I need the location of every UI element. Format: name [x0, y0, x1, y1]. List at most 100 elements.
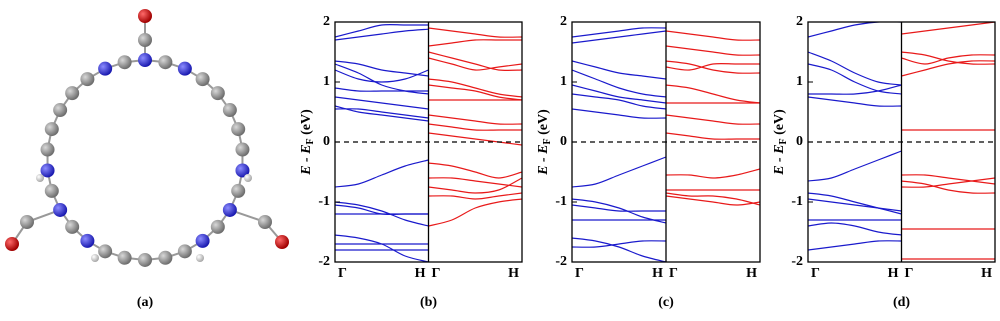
band-line — [572, 156, 667, 188]
band-line — [665, 114, 760, 125]
band-line — [808, 84, 902, 95]
atom-c — [158, 55, 173, 70]
atom-c — [98, 244, 113, 259]
band-line — [572, 60, 667, 80]
band-line — [335, 234, 429, 262]
y-tick-label: -1 — [555, 194, 567, 209]
band-line — [808, 51, 902, 86]
x-tick-label: Γ — [432, 266, 441, 281]
band-line — [428, 51, 522, 72]
y-axis-label-part: F — [305, 138, 316, 144]
x-tick-label: H — [746, 266, 757, 281]
band-line — [335, 69, 429, 83]
atom-o — [275, 235, 289, 249]
band-line — [335, 28, 429, 41]
band-line — [901, 22, 995, 35]
band-line — [808, 192, 902, 215]
atom-n — [80, 233, 95, 248]
y-tick-label: -2 — [791, 254, 803, 269]
band-line — [335, 23, 429, 38]
band-line — [572, 198, 667, 224]
y-tick-label: -2 — [555, 254, 567, 269]
band-line — [901, 177, 995, 188]
atom-c — [80, 72, 95, 87]
band-line — [428, 177, 522, 194]
band-line — [901, 54, 995, 65]
y-axis-label-part: E - E — [536, 144, 551, 175]
y-tick-label: 2 — [323, 14, 330, 29]
atom-n — [235, 163, 250, 178]
band-line — [335, 60, 429, 77]
y-tick-label: -1 — [318, 194, 330, 209]
band-line — [572, 69, 667, 98]
y-axis-label-part: F — [542, 138, 553, 144]
band-line — [428, 192, 522, 200]
atom-c — [210, 219, 225, 234]
atom-n — [40, 163, 55, 178]
band-line — [428, 27, 522, 38]
band-line — [428, 123, 522, 131]
y-axis-label-part: (eV) — [536, 109, 551, 138]
band-line — [808, 22, 902, 38]
y-axis-label-part: F — [778, 138, 789, 144]
atom-c — [195, 72, 210, 87]
band-line — [665, 168, 760, 179]
y-tick-label: 0 — [323, 134, 330, 149]
atom-n — [138, 53, 152, 68]
band-line — [665, 30, 760, 41]
atom-c — [235, 142, 250, 157]
y-axis-label-part: E - E — [299, 144, 314, 175]
band-line — [572, 108, 667, 119]
band-line — [335, 96, 429, 110]
band-line — [335, 204, 429, 216]
band-line — [428, 132, 522, 146]
x-tick-label: Γ — [669, 266, 678, 281]
band-line — [428, 39, 522, 47]
band-line — [901, 180, 995, 194]
y-tick-label: -1 — [791, 194, 803, 209]
atom-o — [138, 9, 152, 23]
atom-n — [177, 61, 192, 76]
atom-c — [158, 250, 173, 265]
band-line — [572, 84, 667, 104]
band-line — [808, 198, 902, 212]
y-tick-label: 2 — [796, 14, 803, 29]
x-tick-label: Γ — [811, 266, 820, 281]
x-tick-label: Γ — [338, 266, 347, 281]
band-line — [428, 78, 522, 98]
band-line — [808, 150, 902, 182]
y-axis-label-part: (eV) — [772, 109, 787, 138]
band-line — [428, 57, 522, 71]
y-tick-label: 1 — [323, 74, 330, 89]
atom-n — [53, 202, 68, 217]
band-line — [901, 51, 995, 65]
atom-c — [40, 142, 55, 157]
atom-c — [65, 219, 80, 234]
band-line — [335, 201, 429, 227]
band-line — [665, 60, 760, 74]
band-line — [428, 84, 522, 101]
atom-c — [138, 252, 152, 267]
band-line — [665, 62, 760, 71]
x-tick-label: Γ — [575, 266, 584, 281]
atom-o — [5, 237, 19, 251]
band-line — [572, 237, 667, 262]
atom-c — [222, 103, 237, 118]
atom-c — [117, 250, 132, 265]
band-line — [428, 177, 522, 188]
y-axis-label: E - EF (eV) — [299, 109, 316, 176]
y-axis-label: E - EF (eV) — [536, 109, 553, 176]
x-tick-label: H — [415, 266, 426, 281]
band-line — [901, 60, 995, 77]
y-tick-label: 1 — [796, 74, 803, 89]
band-line — [572, 240, 667, 248]
band-line — [808, 63, 902, 95]
atom-c — [258, 215, 272, 229]
band-line — [428, 198, 522, 227]
atom-c — [231, 122, 246, 137]
y-tick-label: -2 — [318, 254, 330, 269]
atom-c — [53, 103, 68, 118]
band-line — [808, 240, 902, 251]
atom-c — [44, 183, 59, 198]
